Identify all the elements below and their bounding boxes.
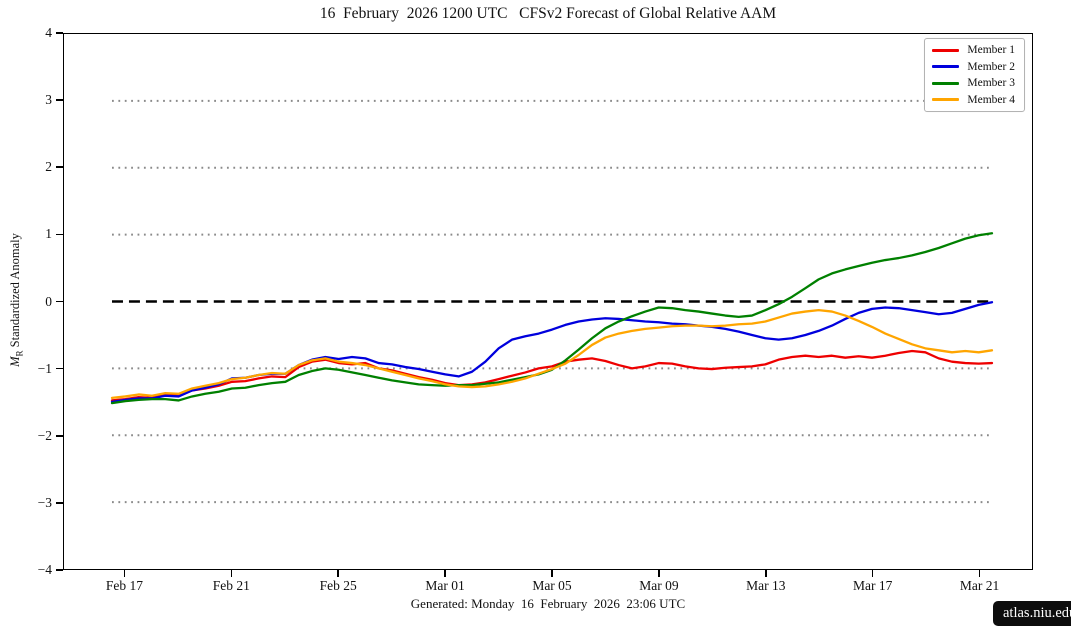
y-tick-label-−4: −4 xyxy=(37,562,52,577)
legend-line-swatch xyxy=(932,65,960,68)
x-tick-mark-Mar-17 xyxy=(871,570,874,577)
y-tick-label-3: 3 xyxy=(45,92,52,108)
y-tick-mark-−2 xyxy=(56,434,63,437)
y-axis-label-text: Standardized Anomaly xyxy=(8,233,22,351)
x-tick-label-Mar-21: Mar 21 xyxy=(959,578,1000,593)
x-tick-label-Feb-17: Feb 17 xyxy=(105,578,144,593)
x-tick-mark-Feb-21 xyxy=(230,570,233,577)
y-tick-label-−1: −1 xyxy=(37,360,52,376)
legend-line-swatch xyxy=(932,81,960,85)
x-tick-label-Mar-01: Mar 01 xyxy=(425,578,465,593)
x-tick-label-Mar-13: Mar 13 xyxy=(746,578,786,593)
chart-title: 16 February 2026 1200 UTC CFSv2 Forecast… xyxy=(319,5,777,22)
x-tick-label-Mar-17: Mar 17 xyxy=(852,578,893,593)
legend-line-swatch xyxy=(932,98,960,101)
y-tick-mark-1 xyxy=(56,233,63,236)
y-tick-mark-4 xyxy=(56,32,63,34)
x-tick-label-Feb-21: Feb 21 xyxy=(212,578,250,593)
series-line-member-1 xyxy=(110,349,994,402)
x-tick-label-Mar-09: Mar 09 xyxy=(639,578,679,593)
y-tick-mark-3 xyxy=(56,99,63,101)
generated-caption: Generated: Monday 16 February 2026 23:06… xyxy=(410,596,686,611)
y-tick-mark-−1 xyxy=(56,367,63,370)
y-tick-label-−2: −2 xyxy=(37,427,52,443)
y-tick-label-2: 2 xyxy=(45,159,52,175)
y-tick-label-1: 1 xyxy=(45,226,52,242)
legend-label: Member 2 xyxy=(967,60,1015,73)
x-tick-mark-Mar-09 xyxy=(658,570,660,577)
x-tick-label-Mar-05: Mar 05 xyxy=(532,578,572,593)
x-tick-label-Feb-25: Feb 25 xyxy=(319,578,357,593)
x-tick-mark-Mar-21 xyxy=(978,570,981,577)
legend-line-swatch xyxy=(932,48,960,52)
legend: Member 1 Member 2 Member 3 Member 4 xyxy=(924,38,1025,112)
legend-item-member-4: Member 4 xyxy=(932,94,1015,106)
plot-svg xyxy=(110,99,994,504)
y-tick-label-−3: −3 xyxy=(37,494,52,510)
series-line-member-4 xyxy=(110,309,994,399)
y-tick-label-4: 4 xyxy=(45,25,52,40)
y-axis-label-sub: R xyxy=(14,350,25,357)
legend-item-member-3: Member 3 xyxy=(932,77,1015,89)
y-tick-mark-−4 xyxy=(56,569,63,571)
legend-label: Member 3 xyxy=(967,77,1015,89)
legend-item-member-2: Member 2 xyxy=(932,61,1015,73)
plot-area xyxy=(63,33,1033,570)
site-badge: atlas.niu.edu xyxy=(993,601,1071,626)
legend-label: Member 1 xyxy=(967,44,1015,56)
x-tick-mark-Feb-25 xyxy=(337,570,340,577)
y-tick-mark-−3 xyxy=(56,502,63,504)
y-tick-label-0: 0 xyxy=(45,293,52,309)
y-tick-mark-2 xyxy=(56,166,63,169)
legend-item-member-1: Member 1 xyxy=(932,44,1015,56)
x-tick-mark-Mar-01 xyxy=(444,570,446,577)
x-tick-mark-Mar-05 xyxy=(551,570,553,577)
y-tick-mark-0 xyxy=(56,300,63,303)
x-tick-mark-Mar-13 xyxy=(764,570,767,577)
legend-label: Member 4 xyxy=(967,93,1015,106)
x-tick-mark-Feb-17 xyxy=(123,570,126,577)
